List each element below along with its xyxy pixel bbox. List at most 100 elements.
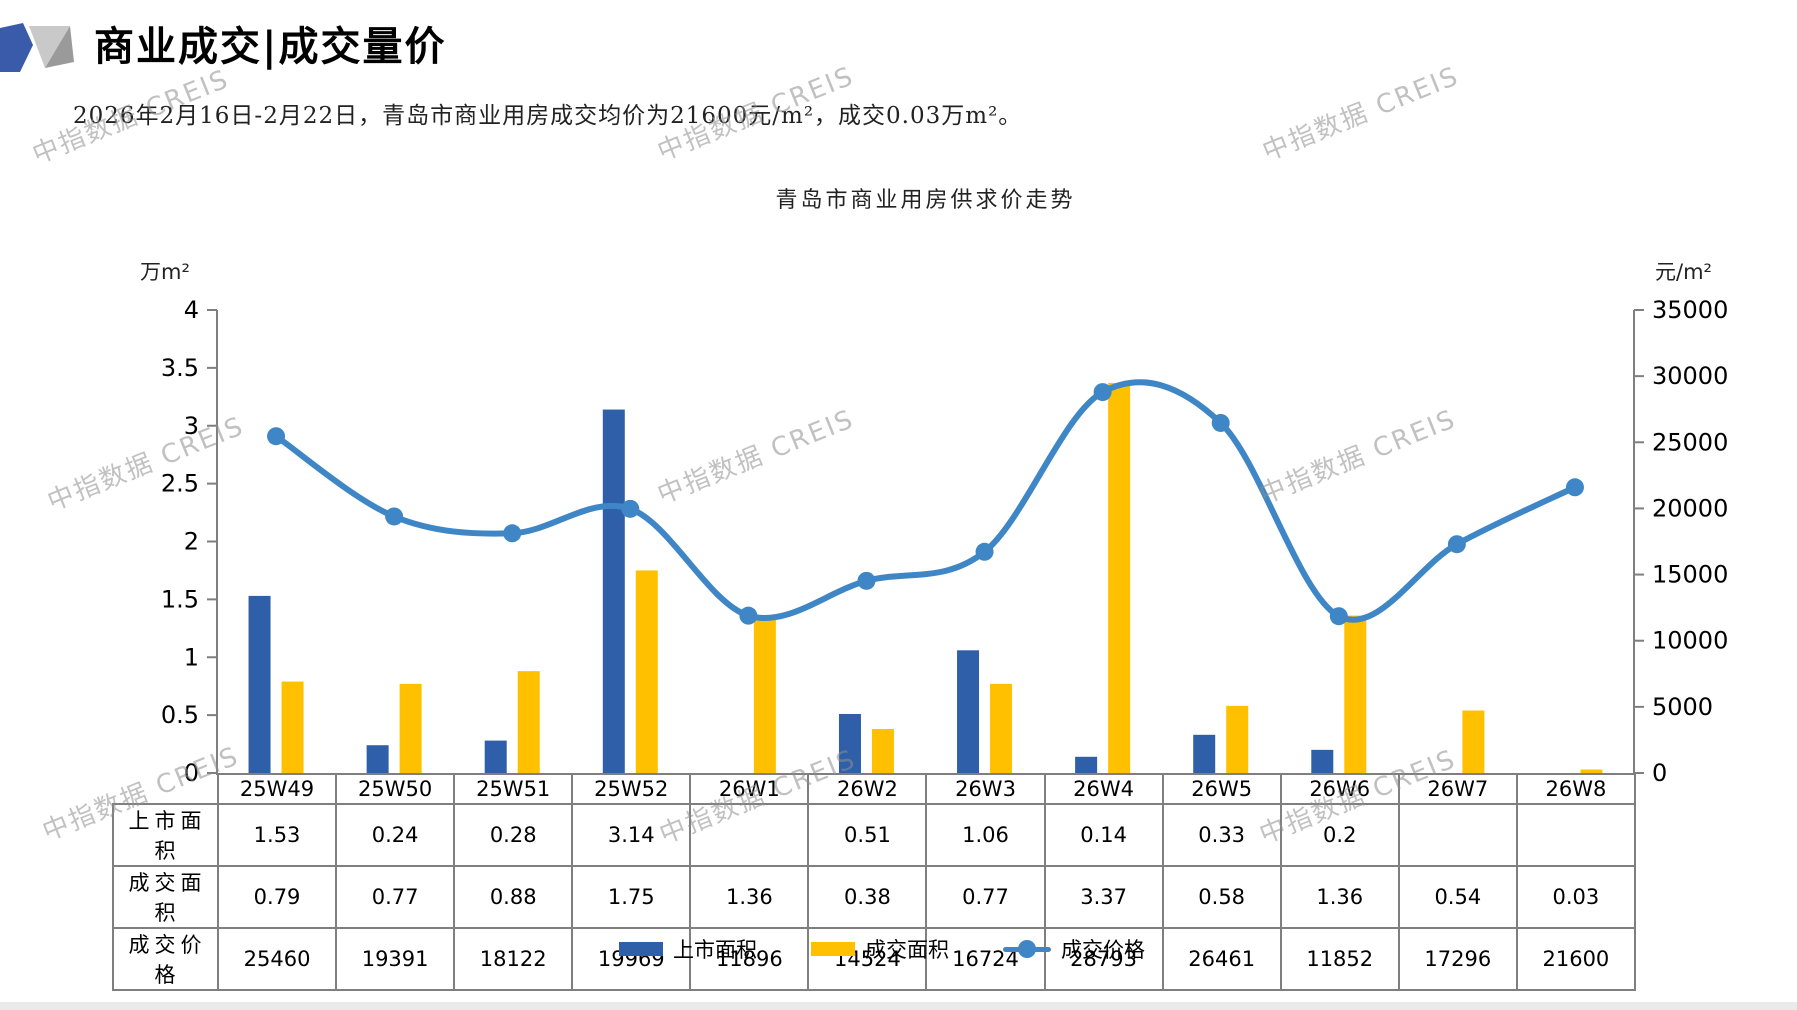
price-point (385, 507, 404, 526)
listed-area-bar (957, 650, 980, 773)
table-cell: 0.77 (335, 865, 456, 929)
price-point (1211, 413, 1230, 432)
data-table: 25W49 25W50 25W51 25W52 26W1 26W2 26W3 26W4 26W5… (112, 773, 1636, 991)
table-cell: 0.03 (1515, 865, 1636, 929)
legend-label: 成交面积 (865, 938, 949, 962)
table-row: 上市面积 1.53 0.24 0.28 3.14 0.51 1.06 0.14 0.33 0.2 (112, 803, 1636, 867)
table-cell: 0.33 (1161, 803, 1282, 867)
listed-area-swatch-icon (619, 942, 663, 956)
table-cell (689, 803, 810, 867)
sold-area-bar (281, 681, 304, 773)
table-cell: 1.53 (216, 803, 338, 867)
page-bottom-edge (0, 1002, 1797, 1010)
table-row: 成交价格 25460 19391 18122 19969 11896 14524 16724 2… (112, 927, 1636, 991)
table-cell (1515, 803, 1636, 867)
sold-area-bar (1108, 382, 1131, 773)
table-cell: 0.51 (807, 803, 928, 867)
week-label: 26W7 (1397, 773, 1518, 805)
right-axis-tick-label: 5000 (1652, 693, 1713, 721)
table-cell: 0.58 (1161, 865, 1282, 929)
table-cell: 0.14 (1043, 803, 1164, 867)
table-cell: 0.88 (453, 865, 574, 929)
week-label: 26W6 (1279, 773, 1400, 805)
price-point (1093, 383, 1112, 402)
left-axis-tick-label: 0 (184, 759, 199, 787)
table-cell: 28793 (1043, 927, 1164, 991)
creis-logo-icon (0, 23, 74, 72)
week-label: 26W2 (807, 773, 928, 805)
table-cell: 21600 (1515, 927, 1636, 991)
right-axis-tick-label: 0 (1652, 759, 1667, 787)
table-cell: 16724 (925, 927, 1046, 991)
right-axis-tick-label: 25000 (1652, 428, 1728, 456)
listed-area-bar (484, 740, 507, 773)
table-cell: 0.77 (925, 865, 1046, 929)
table-cell: 0.28 (453, 803, 574, 867)
page-title: 商业成交|成交量价 (94, 23, 447, 70)
table-cell (1397, 803, 1518, 867)
row-label: 成交面积 (112, 865, 219, 929)
table-cell: 0.79 (216, 865, 338, 929)
table-cell: 0.54 (1397, 865, 1518, 929)
table-cell: 0.2 (1279, 803, 1400, 867)
table-cell: 18122 (453, 927, 574, 991)
chart-title: 青岛市商业用房供求价走势 (775, 188, 1076, 213)
right-axis-tick-label: 30000 (1652, 362, 1728, 390)
price-point (1447, 535, 1466, 554)
sold-area-bar (990, 683, 1013, 773)
listed-area-bar (366, 745, 389, 773)
left-axis-tick-label: 3 (184, 412, 199, 440)
legend-item-listed-area: 上市面积 (619, 934, 757, 964)
table-cell: 0.38 (807, 865, 928, 929)
week-label: 26W8 (1515, 773, 1636, 805)
right-axis-tick-label: 20000 (1652, 494, 1728, 522)
left-axis-tick-label: 1.5 (161, 585, 199, 613)
left-axis-tick-label: 1 (184, 643, 199, 671)
right-axis-tick-label: 35000 (1652, 296, 1728, 324)
listed-area-bar (1311, 749, 1334, 773)
table-cell: 19391 (335, 927, 456, 991)
table-cell: 17296 (1397, 927, 1518, 991)
table-cell: 1.75 (571, 865, 692, 929)
sold-area-bar (517, 671, 540, 773)
sold-area-bar (1462, 710, 1485, 773)
week-label: 25W52 (571, 773, 692, 805)
right-axis-tick-label: 15000 (1652, 561, 1728, 589)
table-row: 成交面积 0.79 0.77 0.88 1.75 1.36 0.38 0.77 3.37 0.58… (112, 865, 1636, 929)
listed-area-bar (602, 409, 625, 773)
chart-legend: 上市面积 成交面积 成交价格 (217, 934, 1547, 964)
legend-label: 上市面积 (673, 938, 757, 962)
listed-area-bar (248, 595, 271, 773)
table-cell: 26461 (1161, 927, 1282, 991)
left-axis-tick-label: 3.5 (161, 354, 199, 382)
week-label: 26W1 (689, 773, 810, 805)
listed-area-bar (1193, 734, 1216, 773)
sold-area-swatch-icon (811, 942, 855, 956)
sold-area-bar (871, 729, 894, 773)
listed-area-bar (1075, 756, 1098, 773)
legend-label: 成交价格 (1061, 938, 1145, 962)
table-corner (113, 774, 218, 804)
table-cell: 1.06 (925, 803, 1046, 867)
listed-area-bar (838, 713, 861, 773)
week-label: 26W3 (925, 773, 1046, 805)
sold-area-bar (635, 570, 658, 773)
table-cell: 0.24 (335, 803, 456, 867)
left-axis-tick-label: 4 (184, 296, 199, 324)
left-axis-tick-label: 0.5 (161, 701, 199, 729)
price-point (1565, 478, 1584, 497)
summary-text: 2026年2月16日-2月22日，青岛市商业用房成交均价为21600元/m²，成… (73, 103, 1023, 129)
table-cell: 19969 (571, 927, 692, 991)
week-label: 25W50 (335, 773, 456, 805)
left-axis-unit: 万m² (140, 260, 190, 284)
price-point (857, 571, 876, 590)
price-point (503, 524, 522, 543)
price-point (739, 606, 758, 625)
sold-area-bar (753, 615, 776, 773)
table-cell: 3.37 (1043, 865, 1164, 929)
table-cell: 1.36 (689, 865, 810, 929)
price-point (267, 427, 286, 446)
table-cell: 1.36 (1279, 865, 1400, 929)
table-cell: 11852 (1279, 927, 1400, 991)
